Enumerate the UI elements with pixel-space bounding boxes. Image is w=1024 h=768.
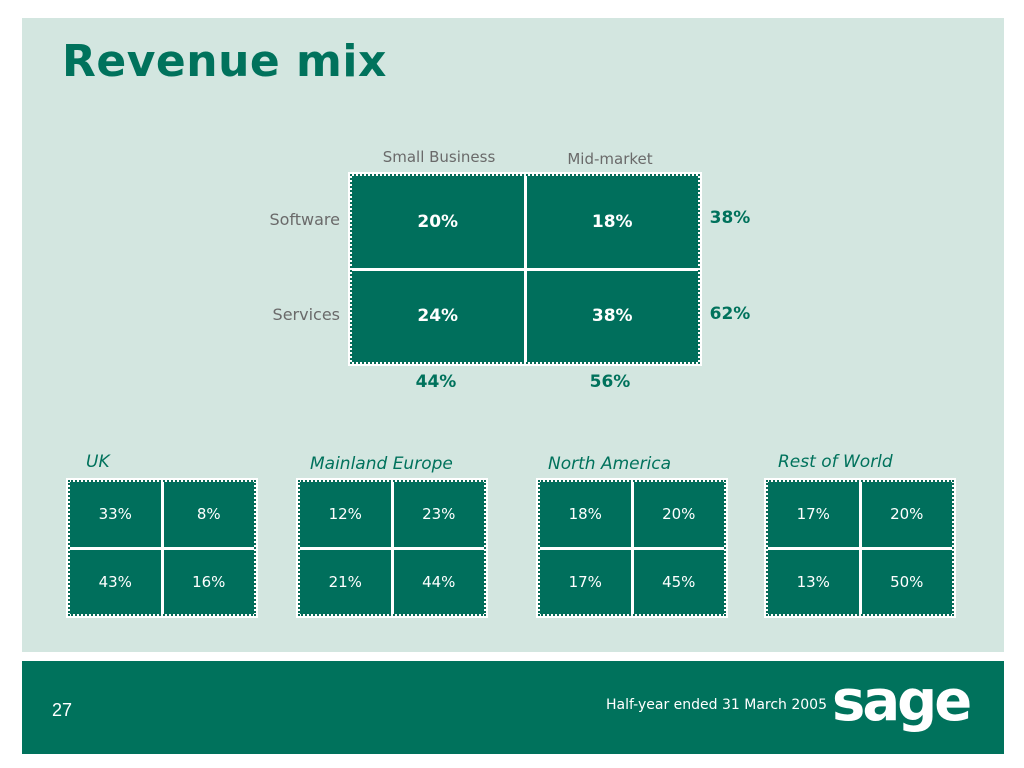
sage-logo-text: sage bbox=[832, 676, 970, 734]
region-cell: 50% bbox=[861, 549, 952, 614]
region-cell: 23% bbox=[393, 482, 484, 547]
page-number: 27 bbox=[52, 700, 73, 720]
matrix-cell-services-mid-market: 38% bbox=[526, 270, 698, 362]
region-cell: 21% bbox=[300, 549, 391, 614]
region-grid-mainland-europe: 12% 23% 21% 44% bbox=[296, 478, 488, 618]
region-cell: 16% bbox=[163, 549, 254, 614]
region-grid-uk: 33% 8% 43% 16% bbox=[66, 478, 258, 618]
region-cell: 44% bbox=[393, 549, 484, 614]
sage-logo: sage bbox=[832, 676, 973, 734]
region-title-north-america: North America bbox=[548, 454, 672, 474]
region-cell: 45% bbox=[633, 549, 724, 614]
matrix-cell-software-small-business: 20% bbox=[352, 176, 524, 268]
region-cell: 18% bbox=[540, 482, 631, 547]
matrix-cell-services-small-business: 24% bbox=[352, 270, 524, 362]
region-grid-north-america: 18% 20% 17% 45% bbox=[536, 478, 728, 618]
region-title-uk: UK bbox=[86, 452, 110, 472]
region-title-mainland-europe: Mainland Europe bbox=[310, 454, 453, 474]
row-header-services: Services bbox=[272, 305, 340, 324]
period-label: Half-year ended 31 March 2005 bbox=[606, 697, 827, 713]
slide-title: Revenue mix bbox=[62, 36, 387, 87]
region-cell: 43% bbox=[70, 549, 161, 614]
matrix-cell-software-mid-market: 18% bbox=[526, 176, 698, 268]
col-header-mid-market: Mid-market bbox=[567, 150, 653, 168]
region-cell: 20% bbox=[861, 482, 952, 547]
row-total-software: 38% bbox=[709, 208, 751, 228]
col-total-mid-market: 56% bbox=[589, 372, 631, 392]
region-cell: 13% bbox=[768, 549, 859, 614]
col-header-small-business: Small Business bbox=[382, 148, 496, 166]
region-title-rest-of-world: Rest of World bbox=[778, 452, 893, 472]
region-cell: 17% bbox=[768, 482, 859, 547]
region-cell: 12% bbox=[300, 482, 391, 547]
row-header-software: Software bbox=[269, 210, 340, 229]
col-total-small-business: 44% bbox=[415, 372, 457, 392]
region-cell: 20% bbox=[633, 482, 724, 547]
region-cell: 33% bbox=[70, 482, 161, 547]
revenue-matrix: 20% 18% 24% 38% bbox=[348, 172, 702, 366]
row-total-services: 62% bbox=[709, 304, 751, 324]
footer-bar bbox=[22, 661, 1004, 754]
region-cell: 8% bbox=[163, 482, 254, 547]
region-grid-rest-of-world: 17% 20% 13% 50% bbox=[764, 478, 956, 618]
region-cell: 17% bbox=[540, 549, 631, 614]
